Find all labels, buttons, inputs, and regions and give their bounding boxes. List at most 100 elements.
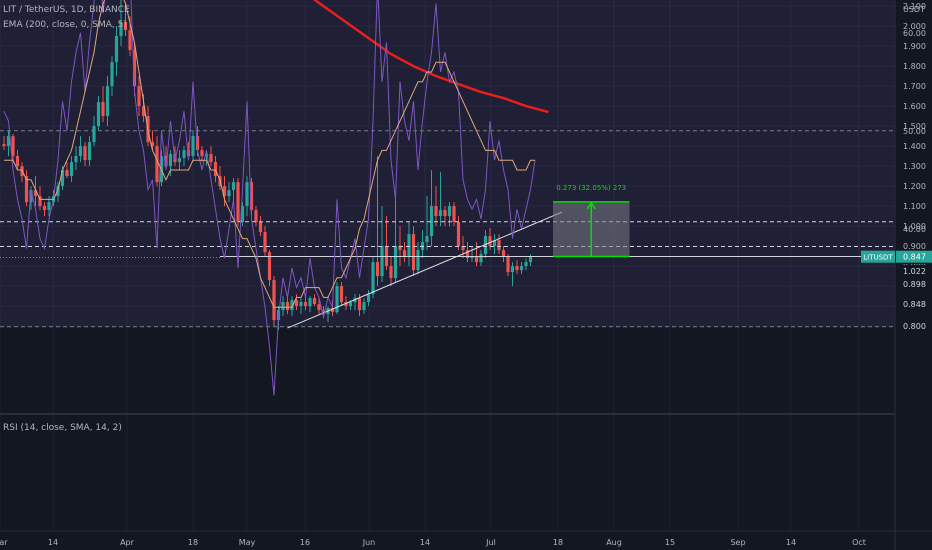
candle-body — [497, 240, 501, 251]
time-tick-label: 18 — [188, 538, 198, 547]
price-axis-unit: USDT — [903, 5, 925, 14]
candle-body — [398, 246, 402, 251]
candle-body — [150, 142, 155, 147]
candle-body — [74, 156, 78, 163]
price-tick-label: 1.500 — [903, 122, 926, 131]
candle-body — [24, 176, 29, 203]
candle-body — [312, 298, 317, 305]
candle-body — [141, 106, 146, 117]
candle-body — [6, 136, 11, 147]
price-tick-label: 1.700 — [903, 82, 926, 91]
candle-body — [11, 136, 15, 157]
candles[interactable] — [2, 0, 533, 331]
trendline — [287, 211, 563, 329]
candle-body — [245, 182, 249, 207]
time-tick-label: Apr — [120, 538, 135, 547]
candle-body — [155, 146, 159, 183]
candle-body — [510, 266, 515, 273]
candle-body — [137, 86, 141, 107]
candle-body — [375, 262, 380, 277]
grid — [0, 0, 895, 531]
price-tick-label: 1.900 — [903, 42, 926, 51]
candle-body — [443, 210, 447, 217]
price-level-bg — [896, 320, 932, 331]
price-tick-label: 1.600 — [903, 102, 926, 111]
price-tick-label: 1.000 — [903, 222, 926, 231]
candle-body — [254, 210, 258, 223]
candle-body — [2, 144, 6, 147]
candle-body — [105, 86, 110, 117]
rsi-tick-label: 50.00 — [903, 127, 926, 136]
candle-body — [308, 298, 312, 307]
candle-body — [479, 254, 483, 263]
candle-body — [164, 156, 168, 167]
candle-body — [483, 236, 488, 255]
price-tick-label: 2.100 — [903, 2, 926, 11]
candle-body — [317, 304, 321, 311]
price-level-label: 0.848 — [903, 300, 926, 309]
candle-body — [501, 250, 506, 257]
candle-body — [425, 236, 429, 243]
price-tick-label: 1.200 — [903, 182, 926, 191]
rsi-tick-label: 40.00 — [903, 225, 926, 234]
last-price-badge — [896, 250, 932, 263]
symbol-badge — [861, 250, 895, 263]
candle-body — [47, 202, 51, 211]
candle-body — [389, 266, 393, 279]
candle-body — [335, 286, 339, 313]
rsi-band — [0, 0, 895, 327]
candle-body — [78, 146, 83, 157]
candle-body — [330, 308, 335, 313]
candle-body — [416, 250, 420, 271]
candle-body — [83, 146, 87, 161]
time-tick-label: 14 — [48, 538, 58, 547]
candle-body — [60, 170, 65, 187]
candle-body — [123, 22, 128, 31]
candle-body — [258, 222, 263, 233]
candle-body — [411, 234, 416, 271]
rsi-legend[interactable]: RSI (14, close, SMA, 14, 2) — [3, 423, 122, 433]
candle-body — [357, 298, 362, 311]
rsi-tick-label: 60.00 — [903, 29, 926, 38]
rsi-ma-line — [4, 0, 535, 308]
candle-body — [65, 170, 69, 177]
ema-legend[interactable]: EMA (200, close, 0, SMA, 5) — [3, 20, 127, 30]
price-tick-label: 1.300 — [903, 162, 926, 171]
ema-line — [312, 0, 549, 114]
symbol-legend[interactable]: LIT / TetherUS, 1D, BINANCE — [3, 5, 130, 15]
time-tick-label: 16 — [300, 538, 310, 547]
price-level-bg — [896, 265, 932, 276]
candle-body — [222, 186, 227, 197]
symbol-badge-label: LITUSDT — [863, 254, 893, 262]
candle-body — [438, 210, 443, 217]
candle-body — [407, 234, 411, 257]
candle-body — [182, 150, 186, 159]
candle-body — [285, 302, 290, 311]
candle-body — [249, 182, 254, 211]
candle-body — [119, 22, 123, 37]
price-axis[interactable]: 2.100 2.000 1.900 1.800 1.700 1.600 1.500 1.400… — [861, 0, 932, 332]
candle-body — [236, 182, 240, 223]
time-tick-label: Oct — [852, 538, 866, 547]
overlays[interactable]: 0.273 (32.05%) 273 — [0, 0, 895, 329]
candle-body — [114, 36, 119, 63]
price-tick-label: 1.100 — [903, 202, 926, 211]
candle-body — [132, 50, 137, 87]
price-level-label: 0.898 — [903, 280, 926, 289]
time-tick-label: Sep — [730, 538, 745, 547]
candle-body — [528, 256, 533, 263]
price-level-bg — [896, 278, 932, 289]
candle-body — [303, 302, 308, 307]
time-axis[interactable]: Mar 14 Apr 18 May 16 Jun 14 Jul 18 Aug 15 Sep 14 Oct — [0, 538, 866, 547]
candle-body — [42, 206, 47, 211]
candle-body — [470, 256, 474, 259]
time-tick-label: 14 — [786, 538, 796, 547]
candle-body — [344, 302, 348, 307]
candle-body — [87, 142, 92, 161]
last-price-label: 0.847 — [903, 253, 926, 262]
measure-label: 0.273 (32.05%) 273 — [556, 184, 626, 192]
candle-body — [191, 136, 195, 157]
candle-body — [321, 310, 326, 315]
rsi-series — [3, 0, 536, 396]
